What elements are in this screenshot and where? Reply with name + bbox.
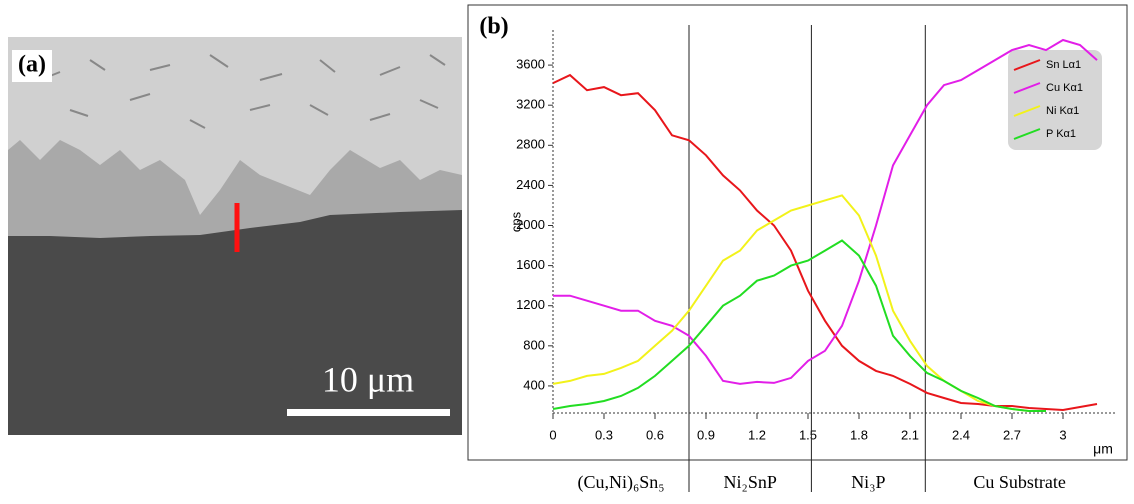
x-axis-label: μm <box>1093 441 1113 457</box>
y-tick-label: 2800 <box>516 137 545 152</box>
x-tick-label: 1.2 <box>748 427 766 442</box>
x-tick-label: 0.3 <box>595 427 613 442</box>
x-tick-label: 1.8 <box>850 427 868 442</box>
legend-label: Sn Lα1 <box>1046 59 1081 71</box>
legend-label: Cu Kα1 <box>1046 82 1083 94</box>
legend-swatch <box>1013 128 1041 140</box>
scale-bar <box>287 409 450 416</box>
series-line <box>552 239 1046 412</box>
label-box <box>12 50 52 82</box>
x-tick-label: 0.6 <box>646 427 664 442</box>
panel-label: (a) <box>18 52 46 78</box>
x-tick-label: 0 <box>549 427 556 442</box>
y-axis-label: cps <box>508 211 523 232</box>
legend-label: P Kα1 <box>1046 128 1076 140</box>
y-tick-label: 400 <box>523 377 545 392</box>
x-tick-label: 2.1 <box>901 427 919 442</box>
x-tick-label: 3 <box>1059 427 1066 442</box>
y-tick-label: 3200 <box>516 97 545 112</box>
legend-swatch <box>1013 59 1041 71</box>
legend <box>1008 50 1102 150</box>
panel-label: (b) <box>479 14 508 40</box>
legend-swatch <box>1013 105 1041 117</box>
y-tick-label: 2400 <box>516 177 545 192</box>
series-line <box>553 38 1098 385</box>
y-tick-label: 3600 <box>516 57 545 72</box>
top-layer <box>8 37 462 215</box>
region-label: Cu Substrate <box>973 472 1066 492</box>
y-tick-label: 2000 <box>516 217 545 232</box>
region-label: (Cu,Ni)₆Sn₅ <box>577 472 664 493</box>
y-tick-label: 1600 <box>516 257 545 272</box>
legend-swatch <box>1013 82 1041 94</box>
y-tick-label: 800 <box>523 337 545 352</box>
series-line <box>552 73 1098 412</box>
x-tick-label: 1.5 <box>799 427 817 442</box>
x-tick-label: 0.9 <box>697 427 715 442</box>
scale-label: 10 μm <box>322 359 414 399</box>
region-label: Ni₃P <box>851 472 885 492</box>
region-label: Ni₂SnP <box>724 472 777 492</box>
y-tick-label: 1200 <box>516 297 545 312</box>
legend-label: Ni Kα1 <box>1046 105 1079 117</box>
x-tick-label: 2.4 <box>952 427 970 442</box>
x-tick-label: 2.7 <box>1003 427 1021 442</box>
sem-image: (a) 10 μm <box>8 37 462 435</box>
